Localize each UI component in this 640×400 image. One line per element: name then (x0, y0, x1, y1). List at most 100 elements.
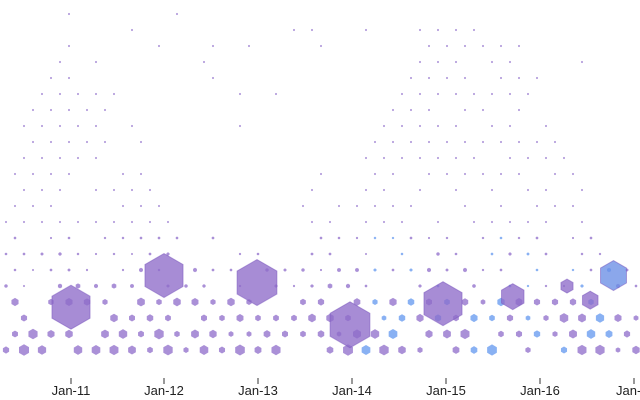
background-dot (174, 330, 180, 338)
background-dot (14, 204, 16, 208)
background-dot (68, 12, 70, 16)
background-dot (76, 252, 80, 256)
background-dot (91, 345, 101, 355)
background-dot (158, 204, 160, 208)
data-hexagon (560, 278, 574, 294)
background-dot (137, 297, 145, 307)
background-dot (32, 172, 34, 176)
background-dot (581, 220, 583, 224)
background-dot (211, 268, 215, 272)
data-hexagon (600, 259, 627, 292)
background-dot (139, 267, 143, 273)
background-dot (572, 172, 574, 176)
background-dot (353, 298, 361, 306)
background-dot (256, 252, 260, 256)
background-dot (509, 60, 511, 64)
background-dot (12, 330, 18, 338)
background-dot (300, 330, 306, 338)
background-dot (50, 172, 52, 176)
background-dot (95, 60, 97, 64)
background-dot (464, 172, 466, 176)
background-dot (236, 314, 244, 322)
background-dot (131, 220, 133, 224)
background-dot (77, 124, 79, 128)
background-dot (427, 267, 431, 273)
background-dot (2, 346, 10, 354)
background-dot (473, 156, 475, 160)
background-dot (122, 172, 124, 176)
background-dot (41, 92, 43, 96)
background-dot (525, 346, 531, 354)
background-dot (464, 108, 466, 112)
background-dot (301, 268, 305, 272)
x-tick-label: Jan-16 (520, 383, 560, 398)
background-dot (455, 124, 457, 128)
background-dot (235, 344, 245, 356)
background-dot (365, 252, 367, 256)
background-dot (183, 347, 189, 353)
background-dot (176, 12, 178, 16)
background-dot (491, 124, 493, 128)
background-dot (480, 299, 486, 305)
background-dot (401, 124, 403, 128)
background-dot (201, 314, 207, 322)
background-dot (239, 92, 241, 96)
background-dot (401, 92, 403, 96)
background-dot (454, 252, 458, 256)
background-dot (389, 297, 397, 307)
background-dot (246, 331, 252, 337)
background-dot (500, 76, 502, 80)
background-dot (455, 28, 457, 32)
background-dot (605, 330, 613, 338)
background-dot (383, 156, 385, 160)
background-dot (634, 284, 638, 288)
background-dot (85, 268, 89, 272)
background-dot (560, 346, 568, 354)
background-dot (311, 188, 313, 192)
background-dot (263, 330, 271, 338)
background-dot (111, 283, 117, 289)
background-dot (337, 267, 341, 273)
background-dot (95, 124, 97, 128)
x-axis: Jan-11 Jan-12 Jan-13 Jan-14 Jan-15 Jan-16 Jan- (52, 378, 640, 398)
background-dot (282, 330, 288, 338)
background-dot (446, 140, 448, 144)
background-dot (227, 297, 235, 307)
background-dot (112, 252, 116, 256)
background-dot (428, 140, 430, 144)
background-dot (392, 108, 394, 112)
background-dot (356, 204, 358, 208)
background-dot (75, 283, 81, 289)
background-dot (86, 108, 88, 112)
background-dot (595, 344, 605, 356)
background-dot (419, 92, 421, 96)
background-dot (391, 236, 395, 240)
background-dot (544, 252, 548, 256)
background-dot (614, 313, 622, 323)
background-dot (527, 188, 529, 192)
background-dot (509, 220, 511, 224)
background-dot (392, 204, 394, 208)
background-dot (632, 345, 640, 355)
background-dot (518, 172, 520, 176)
background-dot (361, 344, 371, 356)
background-dot (400, 252, 404, 256)
background-dot (59, 92, 61, 96)
data-hexagon (423, 281, 463, 327)
background-dot (437, 156, 439, 160)
background-dot (129, 314, 135, 322)
background-dot (410, 76, 412, 80)
background-dot (148, 252, 152, 256)
background-dot (455, 188, 457, 192)
background-dot (310, 284, 314, 288)
background-dot (536, 76, 538, 80)
background-dot (452, 346, 460, 354)
background-dot (4, 252, 8, 256)
background-dot (65, 329, 73, 339)
background-dot (32, 268, 34, 272)
background-dot (623, 330, 631, 338)
background-dot (191, 298, 199, 306)
background-dot (365, 28, 367, 32)
background-dot (77, 220, 79, 224)
background-dot (320, 268, 322, 272)
